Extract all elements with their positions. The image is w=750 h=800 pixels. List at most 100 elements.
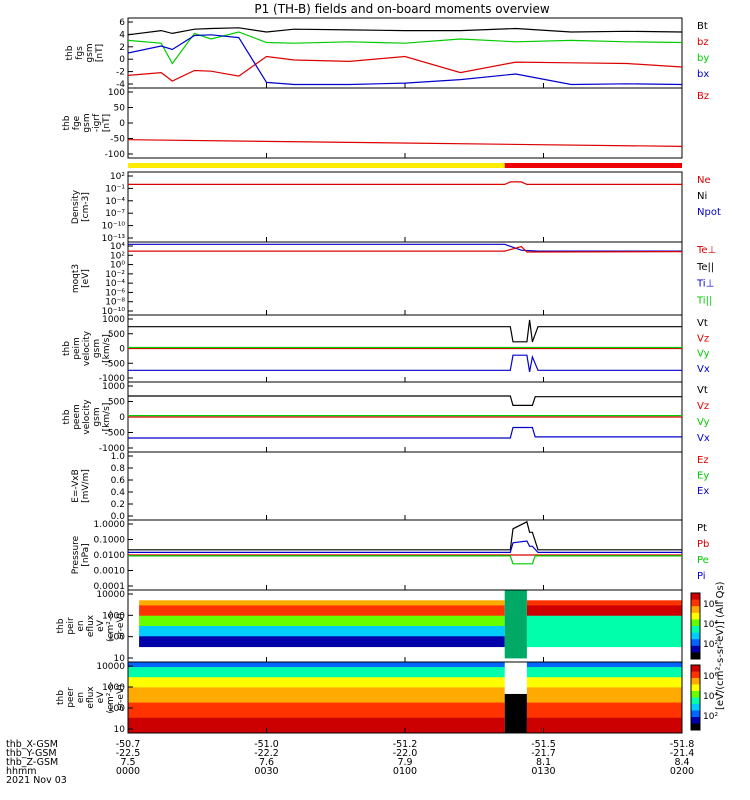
- x-axis-row-label: thb_Y-GSM: [6, 748, 57, 759]
- y-tick-label: 10⁻¹⁰: [102, 222, 126, 232]
- series-Ne: [128, 181, 682, 185]
- spectrogram-event: [504, 590, 527, 659]
- x-tick-value: -51.5: [531, 739, 556, 750]
- y-axis-label-line: [nT]: [95, 44, 105, 62]
- colorbar-segment: [691, 632, 700, 640]
- spectrogram-cell: [128, 712, 505, 719]
- x-tick-value: 7.6: [259, 757, 274, 768]
- y-axis-label-line: Density: [71, 189, 81, 224]
- spectrogram-cell: [526, 707, 682, 714]
- y-axis-label-line: [nT]: [102, 114, 112, 132]
- spectrogram-cell: [526, 712, 682, 719]
- x-tick-value: -22.2: [254, 748, 279, 759]
- spectrogram-cell: [526, 626, 682, 632]
- spectrogram-cell: [526, 682, 682, 688]
- series-bz: [127, 55, 683, 82]
- x-tick-value: -51.8: [670, 739, 695, 750]
- panel-8: 1.0000 0.1000 0.0100 0.0010 0.0001 Pressure [n…: [71, 519, 709, 592]
- y-tick-label: -100: [105, 150, 126, 160]
- colorbar-segment: [691, 704, 700, 711]
- colorbar-segment: [691, 665, 700, 672]
- y-tick-label: 50: [114, 104, 126, 114]
- spectrogram-cell: [526, 667, 682, 673]
- y-tick-label: 500: [108, 398, 125, 408]
- y-tick-label: 0.8: [111, 464, 126, 474]
- colorbar-segment: [691, 612, 700, 620]
- status-bar-red: [504, 163, 682, 168]
- y-axis-label-line: [km/s]: [102, 334, 112, 363]
- y-tick-label: 1.0: [111, 452, 126, 462]
- spectrogram-cell: [526, 687, 682, 693]
- panel-9: 10000 1000 100 10 thb peir en eflux eV (cm²-s-sr-…: [56, 589, 683, 664]
- y-tick-label: 10⁻⁸: [105, 298, 125, 308]
- legend-entry: Pi: [697, 571, 706, 582]
- legend-entry: Vz: [697, 401, 709, 412]
- y-tick-label: 10⁻⁷: [105, 209, 125, 219]
- y-axis-label-line: -igrf: [92, 113, 102, 132]
- colorbar-tick-label: 10⁴: [703, 692, 718, 702]
- y-tick-label: 0: [119, 345, 125, 355]
- legend-entry: Vz: [697, 333, 709, 344]
- y-axis-label-line: [km/s]: [102, 403, 112, 432]
- legend-entry: bz: [697, 37, 709, 48]
- colorbars-group: 10⁶ 10⁴ 10² 10⁶ 10⁴ 10²: [690, 592, 718, 731]
- y-axis-label-line: Pressure: [71, 535, 81, 574]
- y-tick-label: 100: [108, 88, 125, 98]
- x-tick-value: 0130: [531, 766, 555, 777]
- series-Vx: [128, 354, 682, 373]
- x-tick-value: -21.7: [531, 748, 556, 759]
- x-tick-value: 0200: [670, 766, 694, 777]
- colorbar-segment: [691, 717, 700, 724]
- spectrogram-cell: [139, 615, 505, 622]
- y-axis-label-line: thb: [56, 618, 66, 633]
- legend-entry: Te⊥: [696, 245, 716, 256]
- spectrogram-cell: [139, 626, 505, 632]
- y-tick-label: 10⁻¹³: [102, 234, 126, 244]
- y-tick-label: 0.0010: [94, 567, 126, 577]
- y-tick-label: 0.2: [111, 500, 125, 510]
- y-axis-label-line: eflux: [86, 614, 96, 637]
- figure-title: P1 (TH-B) fields and on-board moments ov…: [254, 2, 550, 16]
- spectrogram-event: [504, 693, 527, 733]
- y-tick-label: 100: [108, 633, 125, 643]
- spectrogram-cell: [139, 610, 505, 617]
- colorbar-segment: [691, 697, 700, 705]
- y-tick-label: -4: [116, 80, 125, 90]
- legend-entry: Ti||: [696, 295, 712, 306]
- spectrogram-cell: [139, 641, 505, 648]
- y-tick-label: -1000: [99, 444, 125, 454]
- spectrogram-cell: [526, 717, 682, 724]
- y-axis-label-line: thb: [62, 115, 72, 130]
- x-tick-value: -51.0: [254, 739, 279, 750]
- y-axis-label-line: eV: [96, 691, 106, 704]
- y-tick-label: 10⁴: [110, 242, 125, 252]
- legend-entry: Pb: [697, 539, 709, 550]
- legend-entry: Vy: [697, 349, 710, 360]
- series-Pi: [128, 540, 682, 553]
- colorbar-tick-label: 10⁴: [703, 620, 718, 630]
- spectrogram-cell: [139, 605, 505, 612]
- y-tick-label: 0.6: [111, 476, 126, 486]
- series-Pe: [128, 555, 682, 565]
- spectrogram-cell: [128, 687, 505, 693]
- series-by: [127, 31, 683, 65]
- spectrogram-cell: [128, 677, 505, 683]
- colorbar-segment: [691, 619, 700, 627]
- y-tick-label: 0: [119, 413, 125, 423]
- series-Bz: [127, 139, 683, 147]
- y-axis-label-line: gsm: [92, 407, 102, 426]
- spectrogram-cell: [526, 631, 682, 637]
- panel-1: 6 4 2 0 -2 -4 thb fgs gsm [nT] Bt bz by bx: [65, 17, 709, 90]
- y-tick-label: 10⁻⁴: [105, 279, 125, 289]
- spectrogram-cell: [526, 722, 682, 729]
- x-tick-value: 7.9: [397, 757, 412, 768]
- y-axis-label-line: E=-VxB: [71, 469, 81, 503]
- panel-frame: [127, 171, 683, 243]
- y-axis-label-line: gsm: [85, 43, 95, 62]
- legend-entry: bx: [697, 69, 709, 80]
- x-tick-value: -51.2: [393, 739, 418, 750]
- y-tick-label: 10⁻¹: [105, 184, 125, 194]
- legend-entry: Vt: [697, 385, 708, 396]
